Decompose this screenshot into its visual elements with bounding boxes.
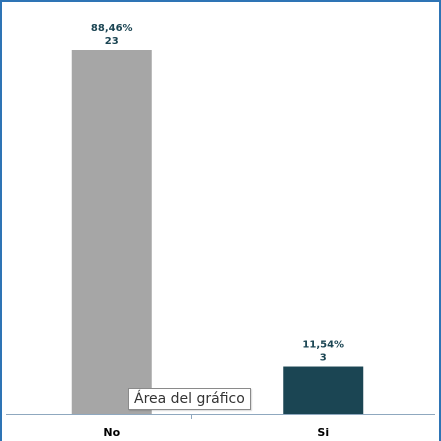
percent-label: 11,54% — [302, 340, 344, 351]
percent-label: 88,46% — [91, 23, 133, 34]
category-label: Si — [317, 426, 329, 439]
bar-no — [71, 50, 152, 414]
count-label: 23 — [105, 36, 119, 47]
count-label: 3 — [320, 353, 327, 364]
bar-si — [283, 366, 364, 414]
category-label: No — [103, 426, 120, 439]
chart-area-tooltip: Área del gráfico — [128, 388, 251, 410]
